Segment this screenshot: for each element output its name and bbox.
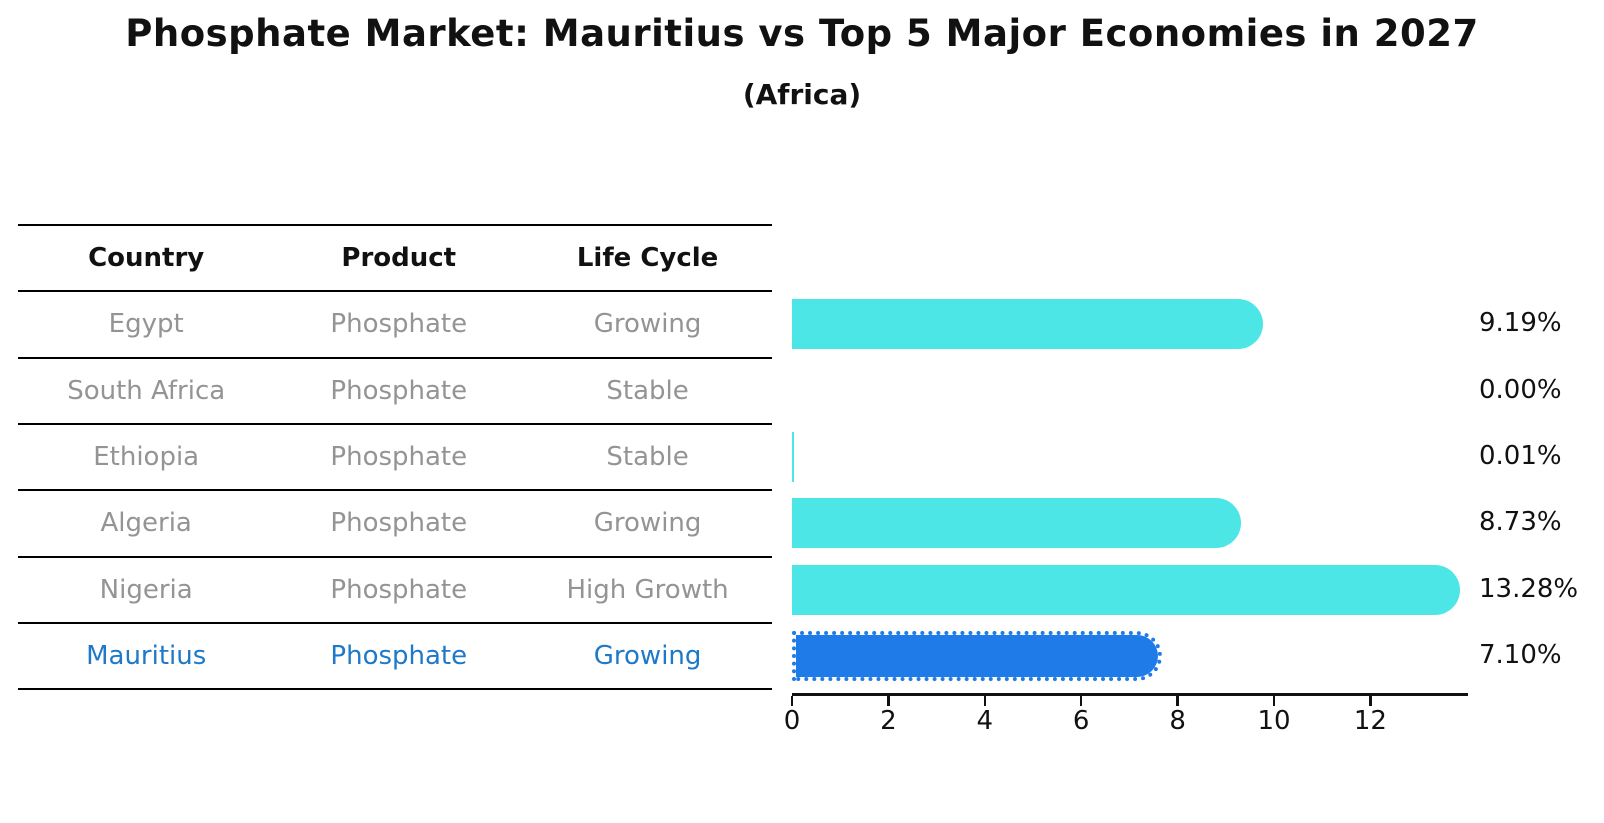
table-row: Algeria Phosphate Growing	[18, 503, 772, 543]
table-cell-product: Phosphate	[330, 309, 468, 340]
x-axis-tick-label: 4	[976, 706, 994, 736]
table-row-separator	[18, 422, 772, 425]
table-cell-life-cycle: Stable	[606, 442, 689, 473]
table-cell-country: Egypt	[108, 309, 184, 340]
bar-value-label: 9.19%	[1479, 308, 1562, 339]
x-axis-tick-label: 0	[783, 706, 801, 736]
table-cell-product: Phosphate	[330, 574, 468, 605]
table-header-cell-life-cycle: Life Cycle	[576, 243, 719, 274]
table-cell-life-cycle: High Growth	[566, 574, 729, 605]
table-cell-country: South Africa	[67, 375, 226, 406]
x-axis-tick-label: 2	[880, 706, 897, 736]
table-row: Mauritius Phosphate Growing	[18, 636, 772, 676]
table-cell-life-cycle: Growing	[593, 640, 702, 671]
table-header-row: Country Product Life Cycle	[18, 238, 772, 278]
x-axis-tick-label: 10	[1257, 706, 1291, 736]
x-axis-tick	[1369, 695, 1372, 706]
bar-value-label: 13.28%	[1479, 573, 1579, 604]
x-axis-tick	[887, 695, 890, 706]
x-axis-tick	[1176, 695, 1179, 706]
bar	[792, 432, 794, 483]
table-cell-country: Mauritius	[86, 640, 207, 671]
table-row: Nigeria Phosphate High Growth	[18, 570, 772, 610]
bar	[792, 299, 1263, 350]
table-row-separator	[18, 356, 772, 359]
table-cell-country: Nigeria	[99, 574, 193, 605]
table-cell-product: Phosphate	[330, 508, 468, 539]
x-axis-tick-label: 6	[1072, 706, 1090, 736]
table-row: South Africa Phosphate Stable	[18, 371, 772, 411]
chart-title: Phosphate Market: Mauritius vs Top 5 Maj…	[125, 12, 1479, 55]
table-cell-life-cycle: Stable	[606, 375, 689, 406]
table-row-separator	[18, 489, 772, 492]
table-header-cell-country: Country	[88, 243, 205, 274]
table-cell-life-cycle: Growing	[593, 309, 702, 340]
table-row-separator	[18, 555, 772, 558]
table-header-cell-product: Product	[341, 243, 457, 274]
table-cell-product: Phosphate	[330, 442, 468, 473]
table-cell-country: Algeria	[100, 508, 192, 539]
table-top-border	[18, 224, 772, 226]
x-axis-tick	[790, 695, 794, 706]
bar	[792, 498, 1241, 549]
bar	[792, 564, 1460, 615]
bar-value-label: 0.01%	[1479, 441, 1562, 472]
table-cell-product: Phosphate	[330, 640, 468, 671]
bar-value-label: 0.00%	[1479, 374, 1562, 405]
x-axis-line	[792, 693, 1468, 696]
table-cell-life-cycle: Growing	[593, 508, 702, 539]
table-row-separator	[18, 290, 772, 293]
x-axis-tick	[1079, 695, 1083, 706]
table-row: Egypt Phosphate Growing	[18, 304, 772, 344]
table-row: Ethiopia Phosphate Stable	[18, 437, 772, 477]
chart-subtitle: (Africa)	[742, 78, 862, 111]
x-axis-tick-label: 8	[1169, 706, 1186, 736]
x-axis-tick	[1272, 695, 1276, 706]
table-cell-country: Ethiopia	[93, 442, 200, 473]
bar-mauritius-highlight	[792, 630, 1162, 681]
table-row-separator	[18, 621, 772, 624]
table-row-separator	[18, 688, 772, 691]
x-axis-tick	[983, 695, 987, 706]
table-cell-product: Phosphate	[330, 375, 468, 406]
bar-value-label: 8.73%	[1479, 507, 1562, 538]
bar-value-label: 7.10%	[1479, 639, 1562, 670]
x-axis-tick-label: 12	[1353, 706, 1387, 736]
